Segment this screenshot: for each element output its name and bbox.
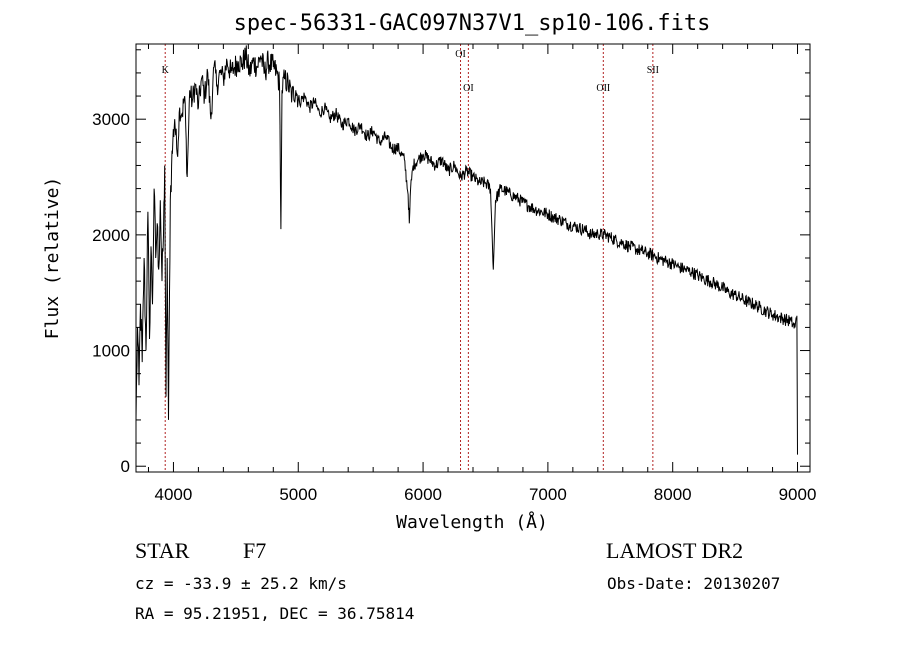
- marker-label-4: SII: [647, 65, 659, 76]
- y-tick-label: 3000: [92, 110, 130, 129]
- y-tick-label: 2000: [92, 226, 130, 245]
- x-axis-label: Wavelength (Å): [396, 511, 548, 533]
- coordinates: RA = 95.21951, DEC = 36.75814: [135, 604, 415, 623]
- x-tick-label: 8000: [654, 485, 692, 504]
- object-class: STAR: [135, 538, 190, 563]
- marker-label-2: OI: [463, 83, 474, 94]
- marker-label-0: K: [162, 65, 170, 76]
- chart-title: spec-56331-GAC097N37V1_sp10-106.fits: [234, 11, 711, 36]
- marker-label-1: OI: [455, 49, 466, 60]
- y-tick-label: 0: [121, 457, 130, 476]
- y-tick-label: 1000: [92, 342, 130, 361]
- x-tick-label: 6000: [404, 485, 442, 504]
- x-tick-label: 9000: [779, 485, 817, 504]
- object-subclass: F7: [243, 538, 267, 563]
- y-axis-ticks: 0 1000 2000 3000: [92, 49, 810, 476]
- plot-frame: [135, 43, 811, 473]
- x-tick-label: 7000: [529, 485, 567, 504]
- observation-date: Obs-Date: 20130207: [607, 574, 781, 593]
- line-annotations: K OI OI OII SII: [162, 49, 659, 94]
- marker-label-3: OII: [596, 83, 610, 94]
- spectrum-line: [135, 45, 798, 455]
- x-axis-ticks: 4000 5000 6000 7000 8000 9000: [147, 44, 817, 504]
- x-tick-label: 4000: [155, 485, 193, 504]
- y-axis-label: Flux (relative): [42, 177, 63, 340]
- x-tick-label: 5000: [279, 485, 317, 504]
- line-markers: [164, 44, 654, 472]
- data-release: LAMOST DR2: [606, 538, 744, 563]
- redshift-value: cz = -33.9 ± 25.2 km/s: [135, 574, 347, 593]
